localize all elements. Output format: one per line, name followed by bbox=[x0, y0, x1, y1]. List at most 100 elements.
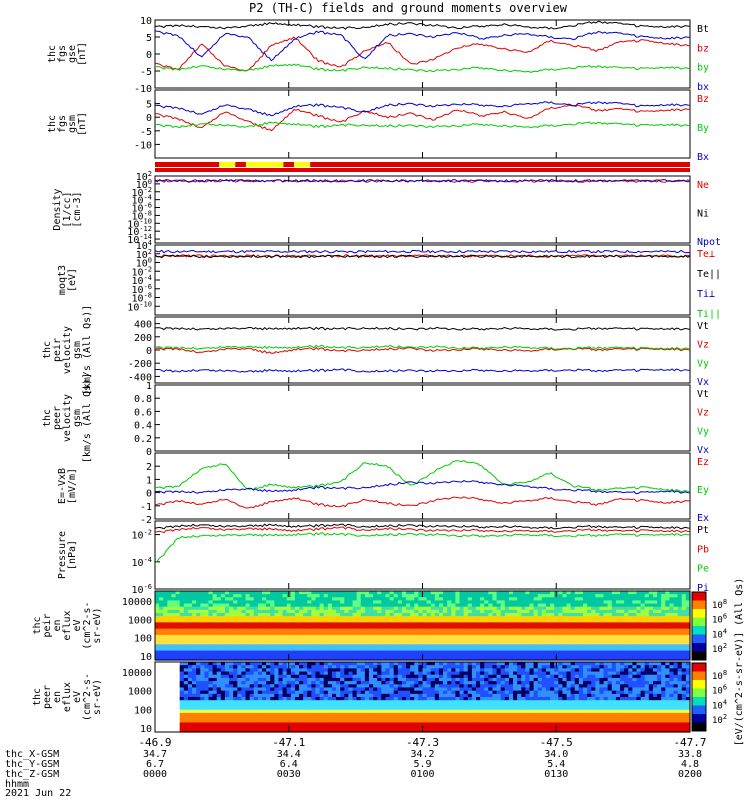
spectrogram-cell bbox=[192, 634, 197, 639]
spectrogram-cell bbox=[636, 609, 642, 614]
spectrogram-cell bbox=[578, 644, 584, 649]
spectrogram-cell bbox=[615, 622, 621, 627]
spectrogram-cell bbox=[529, 609, 535, 614]
spectrogram-cell bbox=[541, 616, 547, 620]
spectrogram-cell bbox=[163, 690, 168, 695]
spectrogram-cell bbox=[163, 641, 168, 645]
spectrogram-cell bbox=[183, 628, 189, 633]
spectrogram-cell bbox=[155, 634, 160, 639]
spectrogram-cell bbox=[620, 594, 625, 598]
spectrogram-cell bbox=[364, 631, 370, 636]
spectrogram-cell bbox=[307, 656, 312, 661]
spectrogram-cell bbox=[628, 600, 633, 605]
spectrogram-cell bbox=[455, 606, 461, 611]
panel-peir-velocity: thc peir velocity gsm [km/s (All Qs)] -400-20… bbox=[42, 305, 709, 395]
spectrogram-cell bbox=[467, 647, 473, 652]
spectrogram-cell bbox=[508, 631, 514, 636]
spectrogram-cell bbox=[533, 606, 539, 611]
spectrogram-cell bbox=[381, 684, 387, 689]
spectrogram-cell bbox=[476, 631, 481, 636]
spectrogram-cell bbox=[426, 597, 432, 602]
spectrogram-cell bbox=[463, 631, 469, 636]
spectrogram-cell bbox=[204, 700, 210, 704]
spectrogram-cell bbox=[187, 606, 193, 611]
spectrogram-cell bbox=[661, 628, 666, 633]
spectrogram-cell bbox=[603, 638, 609, 642]
spectrogram-cell bbox=[484, 600, 489, 605]
spectrogram-cell bbox=[644, 600, 650, 605]
spectrogram-cell bbox=[369, 719, 374, 724]
spectrogram-cell bbox=[327, 700, 333, 704]
spectrogram-cell bbox=[603, 641, 609, 645]
spectrogram-cell bbox=[438, 622, 444, 627]
spectrogram-cell bbox=[381, 703, 387, 708]
tick-label: 10 bbox=[140, 16, 152, 27]
spectrogram-cell bbox=[294, 681, 300, 685]
spectrogram-cell bbox=[430, 612, 436, 617]
spectrogram-cell bbox=[587, 603, 592, 608]
spectrogram-cell bbox=[389, 647, 395, 652]
spectrogram-cell bbox=[451, 725, 457, 730]
spectrogram-cell bbox=[220, 612, 226, 617]
spectrogram-cell bbox=[311, 693, 317, 698]
spectrogram-cell bbox=[356, 706, 362, 711]
spectrogram-cell bbox=[488, 650, 494, 655]
spectrogram-cell bbox=[315, 719, 321, 724]
spectrogram-cell bbox=[550, 647, 555, 652]
spectrogram-cell bbox=[294, 684, 300, 689]
spectrogram-cell bbox=[192, 656, 197, 661]
spectrogram-cell bbox=[426, 616, 432, 620]
spectrogram-cell bbox=[290, 616, 296, 620]
spectrogram-cell bbox=[249, 634, 255, 639]
spectrogram-cell bbox=[220, 677, 226, 682]
spectrogram-cell bbox=[183, 612, 189, 617]
spectrogram-cell bbox=[607, 597, 613, 602]
spectrogram-cell bbox=[274, 641, 280, 645]
spectrogram-cell bbox=[504, 650, 510, 655]
spectrogram-cell bbox=[262, 597, 267, 602]
spectrogram-cell bbox=[665, 644, 671, 649]
spectrogram-cell bbox=[550, 638, 555, 642]
spectrogram-cell bbox=[282, 616, 288, 620]
spectrogram-cell bbox=[336, 653, 341, 658]
spectrogram-cell bbox=[340, 653, 345, 658]
spectrogram-cell bbox=[418, 703, 424, 708]
spectrogram-cell bbox=[171, 603, 177, 608]
spectrogram-cell bbox=[640, 628, 646, 633]
spectrogram-cell bbox=[430, 650, 436, 655]
spectrogram-cell bbox=[241, 719, 247, 724]
spectrogram-cell bbox=[426, 625, 432, 630]
spectrogram-cell bbox=[636, 594, 642, 598]
spectrogram-cell bbox=[237, 719, 243, 724]
spectrogram-cell bbox=[525, 616, 531, 620]
spectrogram-cell bbox=[303, 722, 308, 727]
spectrogram-cell bbox=[562, 625, 568, 630]
spectrogram-cell bbox=[685, 628, 691, 633]
spectrogram-cell bbox=[463, 712, 469, 717]
spectrogram-cell bbox=[463, 665, 469, 669]
spectrogram-cell bbox=[212, 647, 218, 652]
spectrogram-cell bbox=[266, 706, 271, 711]
spectrogram-cell bbox=[241, 703, 247, 708]
spectrogram-cell bbox=[270, 619, 275, 623]
spectrogram-cell bbox=[208, 597, 214, 602]
spectrogram-cell bbox=[583, 647, 588, 652]
spectrogram-cell bbox=[558, 594, 564, 598]
spectrogram-cell bbox=[192, 674, 197, 679]
spectrogram-cell bbox=[615, 656, 621, 661]
plot-title: P2 (TH-C) fields and ground moments over… bbox=[249, 1, 568, 15]
spectrogram-cell bbox=[484, 638, 489, 642]
spectrogram-cell bbox=[393, 719, 399, 724]
spectrogram-cell bbox=[187, 628, 193, 633]
spectrogram-cell bbox=[229, 687, 234, 692]
spectrogram-cell bbox=[331, 612, 337, 617]
spectrogram-cell bbox=[237, 650, 243, 655]
spectrogram-cell bbox=[348, 650, 354, 655]
spectrogram-cell bbox=[607, 622, 613, 627]
spectrogram-cell bbox=[253, 606, 259, 611]
spectrogram-cell bbox=[155, 706, 160, 711]
spectrogram-cell bbox=[257, 650, 263, 655]
spectrogram-cell bbox=[550, 628, 555, 633]
series-line-Pt bbox=[154, 523, 691, 530]
spectrogram-cell bbox=[294, 693, 300, 698]
